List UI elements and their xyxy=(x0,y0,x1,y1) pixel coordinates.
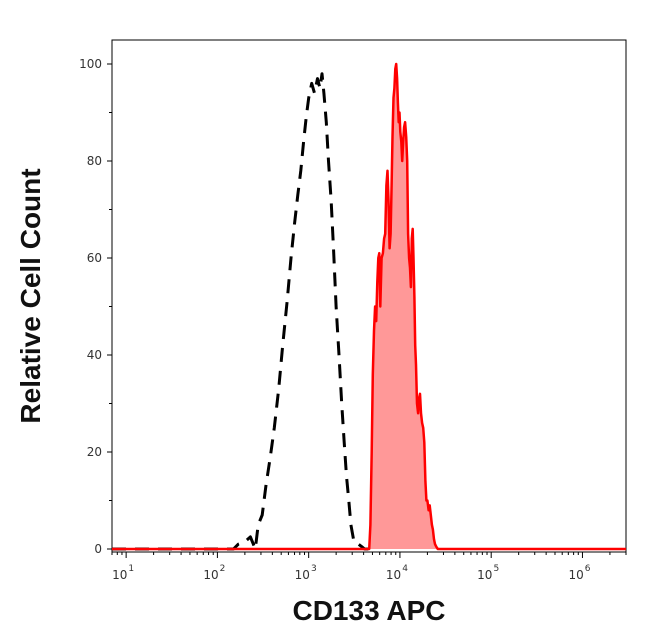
x-tick-label: 104 xyxy=(386,564,408,582)
x-tick-label: 102 xyxy=(203,564,225,582)
y-tick-label: 80 xyxy=(87,154,102,168)
series-layer xyxy=(112,62,626,551)
series-1-line xyxy=(112,72,369,551)
x-tick-label: 106 xyxy=(568,564,590,582)
x-axis-title: CD133 APC xyxy=(292,595,445,626)
x-axis-ticks: 101 102 103 104 105 106 xyxy=(111,552,627,582)
x-tick-label: 101 xyxy=(112,564,134,582)
y-tick-label: 100 xyxy=(79,57,102,71)
y-axis-ticks: 0 20 40 60 80 100 xyxy=(79,57,112,556)
plot-frame xyxy=(111,39,627,553)
y-tick-label: 40 xyxy=(87,348,102,362)
series-2-line xyxy=(112,62,626,551)
y-tick-label: 60 xyxy=(87,251,102,265)
y-tick-label: 20 xyxy=(87,445,102,459)
y-axis-title: Relative Cell Count xyxy=(15,168,46,423)
x-tick-label: 105 xyxy=(477,564,499,582)
x-tick-label: 103 xyxy=(295,564,317,582)
y-tick-label: 0 xyxy=(94,542,102,556)
